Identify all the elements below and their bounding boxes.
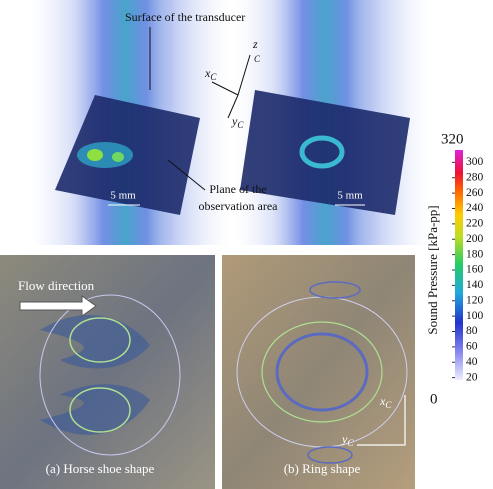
tick-label: 220 [466,218,484,230]
tick-label: 140 [466,279,484,291]
volume-render-right [235,0,430,245]
axis-letter: y [231,114,238,128]
axis-sub: C [237,120,244,130]
plane-label: observation area [199,199,279,213]
tick-label: 240 [466,202,484,214]
tick-label: 20 [466,371,478,383]
axis-letter: z [252,37,258,51]
axis-sub: C [210,72,217,82]
transducer-label: Surface of the transducer [125,10,245,24]
axis-sub: C [385,400,392,410]
tick-label: 60 [466,341,478,353]
axis-letter: y [341,432,348,446]
axis-label: yC [231,114,244,130]
volume-render-left [30,0,230,245]
axis-label: yC [341,432,354,448]
tick-label: 80 [466,325,478,337]
plane-label: Plane of the [209,182,266,196]
photo-a [0,255,215,489]
axis-label: z [252,37,258,51]
axis-sub: C [254,54,261,64]
tick-label: 260 [466,187,484,199]
caption: (a) Horse shoe shape [46,461,155,476]
scale-label: 5 mm [337,190,363,202]
scale-label: 5 mm [110,190,136,202]
leader-line [167,159,206,191]
photo-b [222,255,415,489]
colorbar [455,150,463,380]
axis-label: xC [379,394,392,410]
colorbar-label: Sound Pressure [kPa-pp] [425,205,440,334]
tick-label: 200 [466,233,484,245]
tick-label: 160 [466,264,484,276]
colorbar-min: 0 [430,391,438,407]
tick-label: 280 [466,171,484,183]
axis-letter: x [379,394,386,408]
axes-icon [211,54,251,119]
tick-label: 120 [466,294,484,306]
axis-letter: x [204,66,211,80]
colorbar-ticks: 3203002802602402202001801601401201008060… [430,131,484,407]
tick-label: 40 [466,356,478,368]
tick-label: 100 [466,310,484,322]
flow-label: Flow direction [18,278,95,293]
tick-label: 180 [466,248,484,260]
axis-label: xC [204,66,217,82]
colorbar-max: 320 [441,131,464,147]
tick-label: 300 [466,156,484,168]
caption: (b) Ring shape [284,461,361,476]
axis-sub: C [347,438,354,448]
